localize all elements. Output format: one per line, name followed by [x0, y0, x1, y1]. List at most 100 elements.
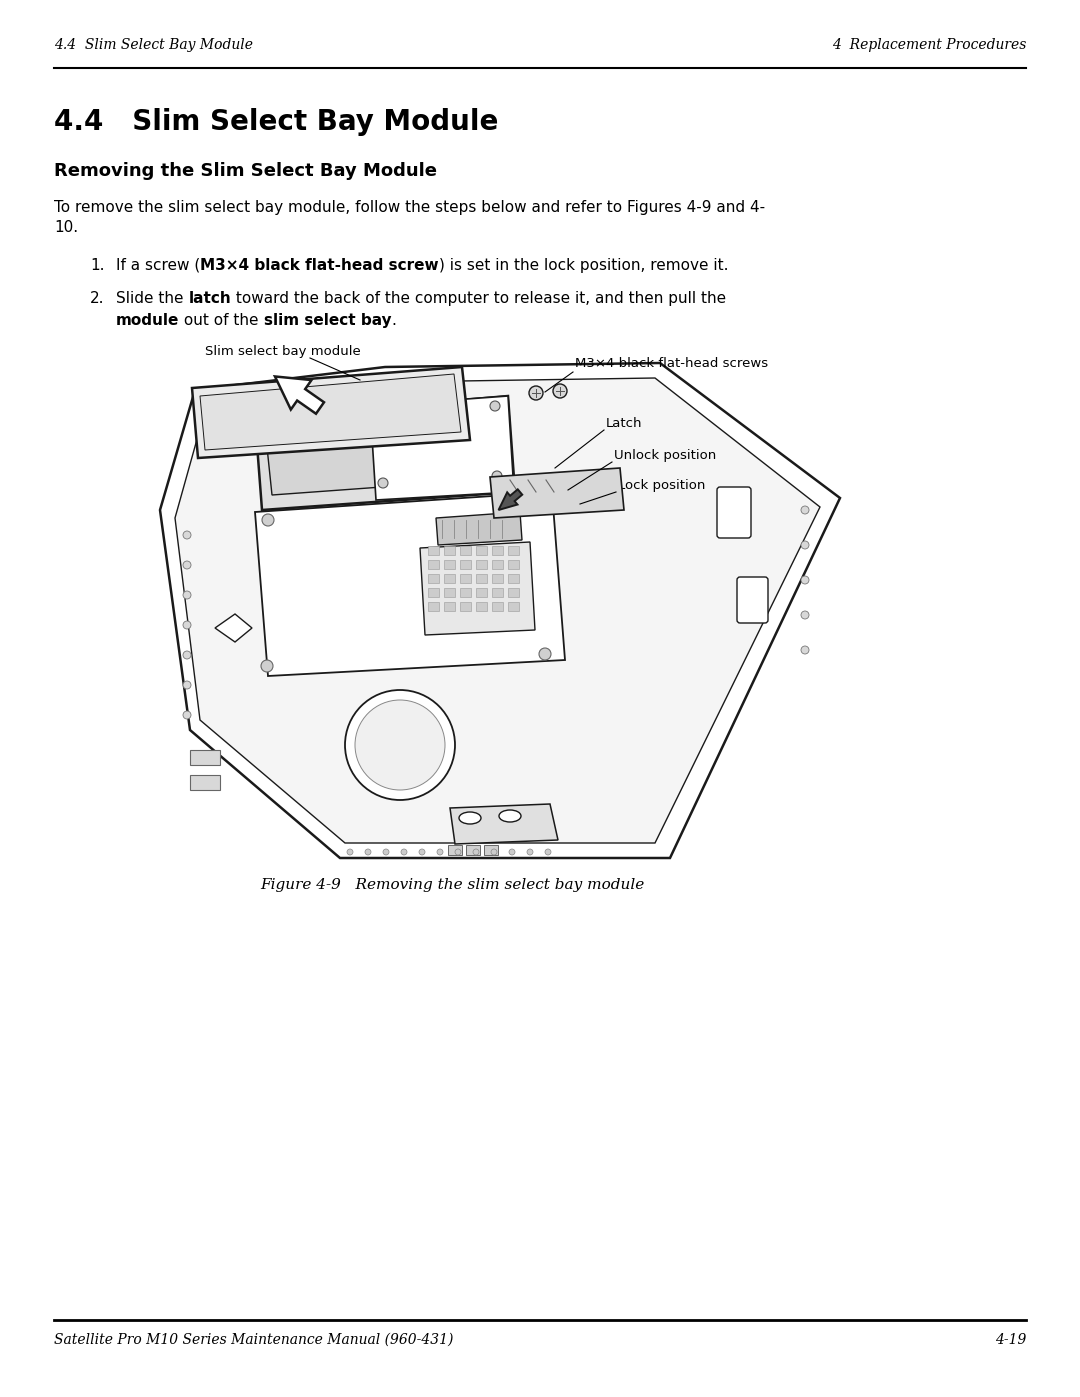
- Circle shape: [380, 408, 390, 418]
- Bar: [492, 574, 503, 583]
- Bar: [460, 574, 471, 583]
- Circle shape: [383, 849, 389, 855]
- Circle shape: [491, 849, 497, 855]
- Polygon shape: [420, 542, 535, 636]
- Bar: [444, 574, 455, 583]
- Bar: [492, 560, 503, 569]
- Circle shape: [509, 849, 515, 855]
- Text: latch: latch: [188, 291, 231, 306]
- Circle shape: [527, 849, 534, 855]
- Text: Satellite Pro M10 Series Maintenance Manual (960-431): Satellite Pro M10 Series Maintenance Man…: [54, 1333, 454, 1347]
- Text: Latch: Latch: [606, 416, 643, 430]
- Bar: [508, 546, 519, 555]
- Polygon shape: [450, 805, 558, 844]
- Text: Lock position: Lock position: [618, 479, 705, 492]
- Text: 1.: 1.: [90, 258, 105, 272]
- Bar: [465, 845, 480, 855]
- Bar: [448, 845, 462, 855]
- Circle shape: [534, 502, 546, 514]
- Text: 10.: 10.: [54, 219, 78, 235]
- Text: slim select bay: slim select bay: [264, 313, 391, 328]
- Bar: [492, 588, 503, 597]
- Circle shape: [801, 576, 809, 584]
- Circle shape: [183, 711, 191, 719]
- Text: M3×4 black flat-head screws: M3×4 black flat-head screws: [575, 358, 768, 370]
- Circle shape: [183, 680, 191, 689]
- Text: out of the: out of the: [179, 313, 264, 328]
- Polygon shape: [215, 615, 252, 643]
- Polygon shape: [265, 408, 507, 495]
- Polygon shape: [499, 489, 523, 510]
- Circle shape: [262, 514, 274, 527]
- Text: .: .: [391, 313, 396, 328]
- Bar: [492, 546, 503, 555]
- Bar: [476, 546, 487, 555]
- Text: To remove the slim select bay module, follow the steps below and refer to Figure: To remove the slim select bay module, fo…: [54, 200, 765, 215]
- Text: toward the back of the computer to release it, and then pull the: toward the back of the computer to relea…: [231, 291, 726, 306]
- Polygon shape: [175, 379, 820, 842]
- Polygon shape: [160, 363, 840, 858]
- Bar: [460, 602, 471, 610]
- Text: Slide the: Slide the: [116, 291, 188, 306]
- Polygon shape: [255, 395, 515, 510]
- Circle shape: [801, 645, 809, 654]
- Circle shape: [183, 531, 191, 539]
- Bar: [444, 560, 455, 569]
- Bar: [428, 602, 438, 610]
- Text: 4.4   Slim Select Bay Module: 4.4 Slim Select Bay Module: [54, 108, 498, 136]
- Circle shape: [490, 401, 500, 411]
- Text: 4  Replacement Procedures: 4 Replacement Procedures: [832, 38, 1026, 52]
- Circle shape: [378, 478, 388, 488]
- Polygon shape: [370, 395, 514, 500]
- Text: Slim select bay module: Slim select bay module: [205, 345, 361, 358]
- Polygon shape: [200, 374, 461, 450]
- Bar: [492, 602, 503, 610]
- Bar: [428, 560, 438, 569]
- Bar: [428, 588, 438, 597]
- Circle shape: [801, 506, 809, 514]
- Bar: [460, 546, 471, 555]
- Circle shape: [545, 849, 551, 855]
- Text: ) is set in the lock position, remove it.: ) is set in the lock position, remove it…: [438, 258, 728, 272]
- Text: 4.4  Slim Select Bay Module: 4.4 Slim Select Bay Module: [54, 38, 253, 52]
- Bar: [476, 574, 487, 583]
- Text: 4-19: 4-19: [995, 1333, 1026, 1347]
- Circle shape: [183, 622, 191, 629]
- FancyBboxPatch shape: [717, 488, 751, 538]
- Polygon shape: [436, 511, 522, 545]
- Bar: [444, 588, 455, 597]
- Text: 2.: 2.: [90, 291, 105, 306]
- Circle shape: [529, 386, 543, 400]
- Bar: [476, 560, 487, 569]
- Bar: [190, 750, 220, 766]
- Text: Removing the Slim Select Bay Module: Removing the Slim Select Bay Module: [54, 162, 437, 180]
- Bar: [508, 588, 519, 597]
- Ellipse shape: [459, 812, 481, 824]
- Bar: [460, 560, 471, 569]
- Circle shape: [553, 384, 567, 398]
- Circle shape: [455, 849, 461, 855]
- Polygon shape: [490, 468, 624, 518]
- Bar: [428, 574, 438, 583]
- Bar: [508, 560, 519, 569]
- Bar: [484, 845, 498, 855]
- Text: Unlock position: Unlock position: [615, 448, 716, 462]
- Polygon shape: [275, 376, 324, 414]
- Circle shape: [183, 591, 191, 599]
- FancyBboxPatch shape: [737, 577, 768, 623]
- Text: If a screw (: If a screw (: [116, 258, 200, 272]
- Text: module: module: [116, 313, 179, 328]
- Ellipse shape: [499, 810, 521, 821]
- Bar: [508, 602, 519, 610]
- Bar: [460, 588, 471, 597]
- Circle shape: [355, 700, 445, 789]
- Bar: [444, 546, 455, 555]
- Circle shape: [261, 659, 273, 672]
- Circle shape: [437, 849, 443, 855]
- Circle shape: [183, 562, 191, 569]
- Polygon shape: [192, 367, 470, 458]
- Bar: [428, 546, 438, 555]
- Circle shape: [801, 610, 809, 619]
- Circle shape: [492, 471, 502, 481]
- Text: Figure 4-9   Removing the slim select bay module: Figure 4-9 Removing the slim select bay …: [260, 877, 645, 893]
